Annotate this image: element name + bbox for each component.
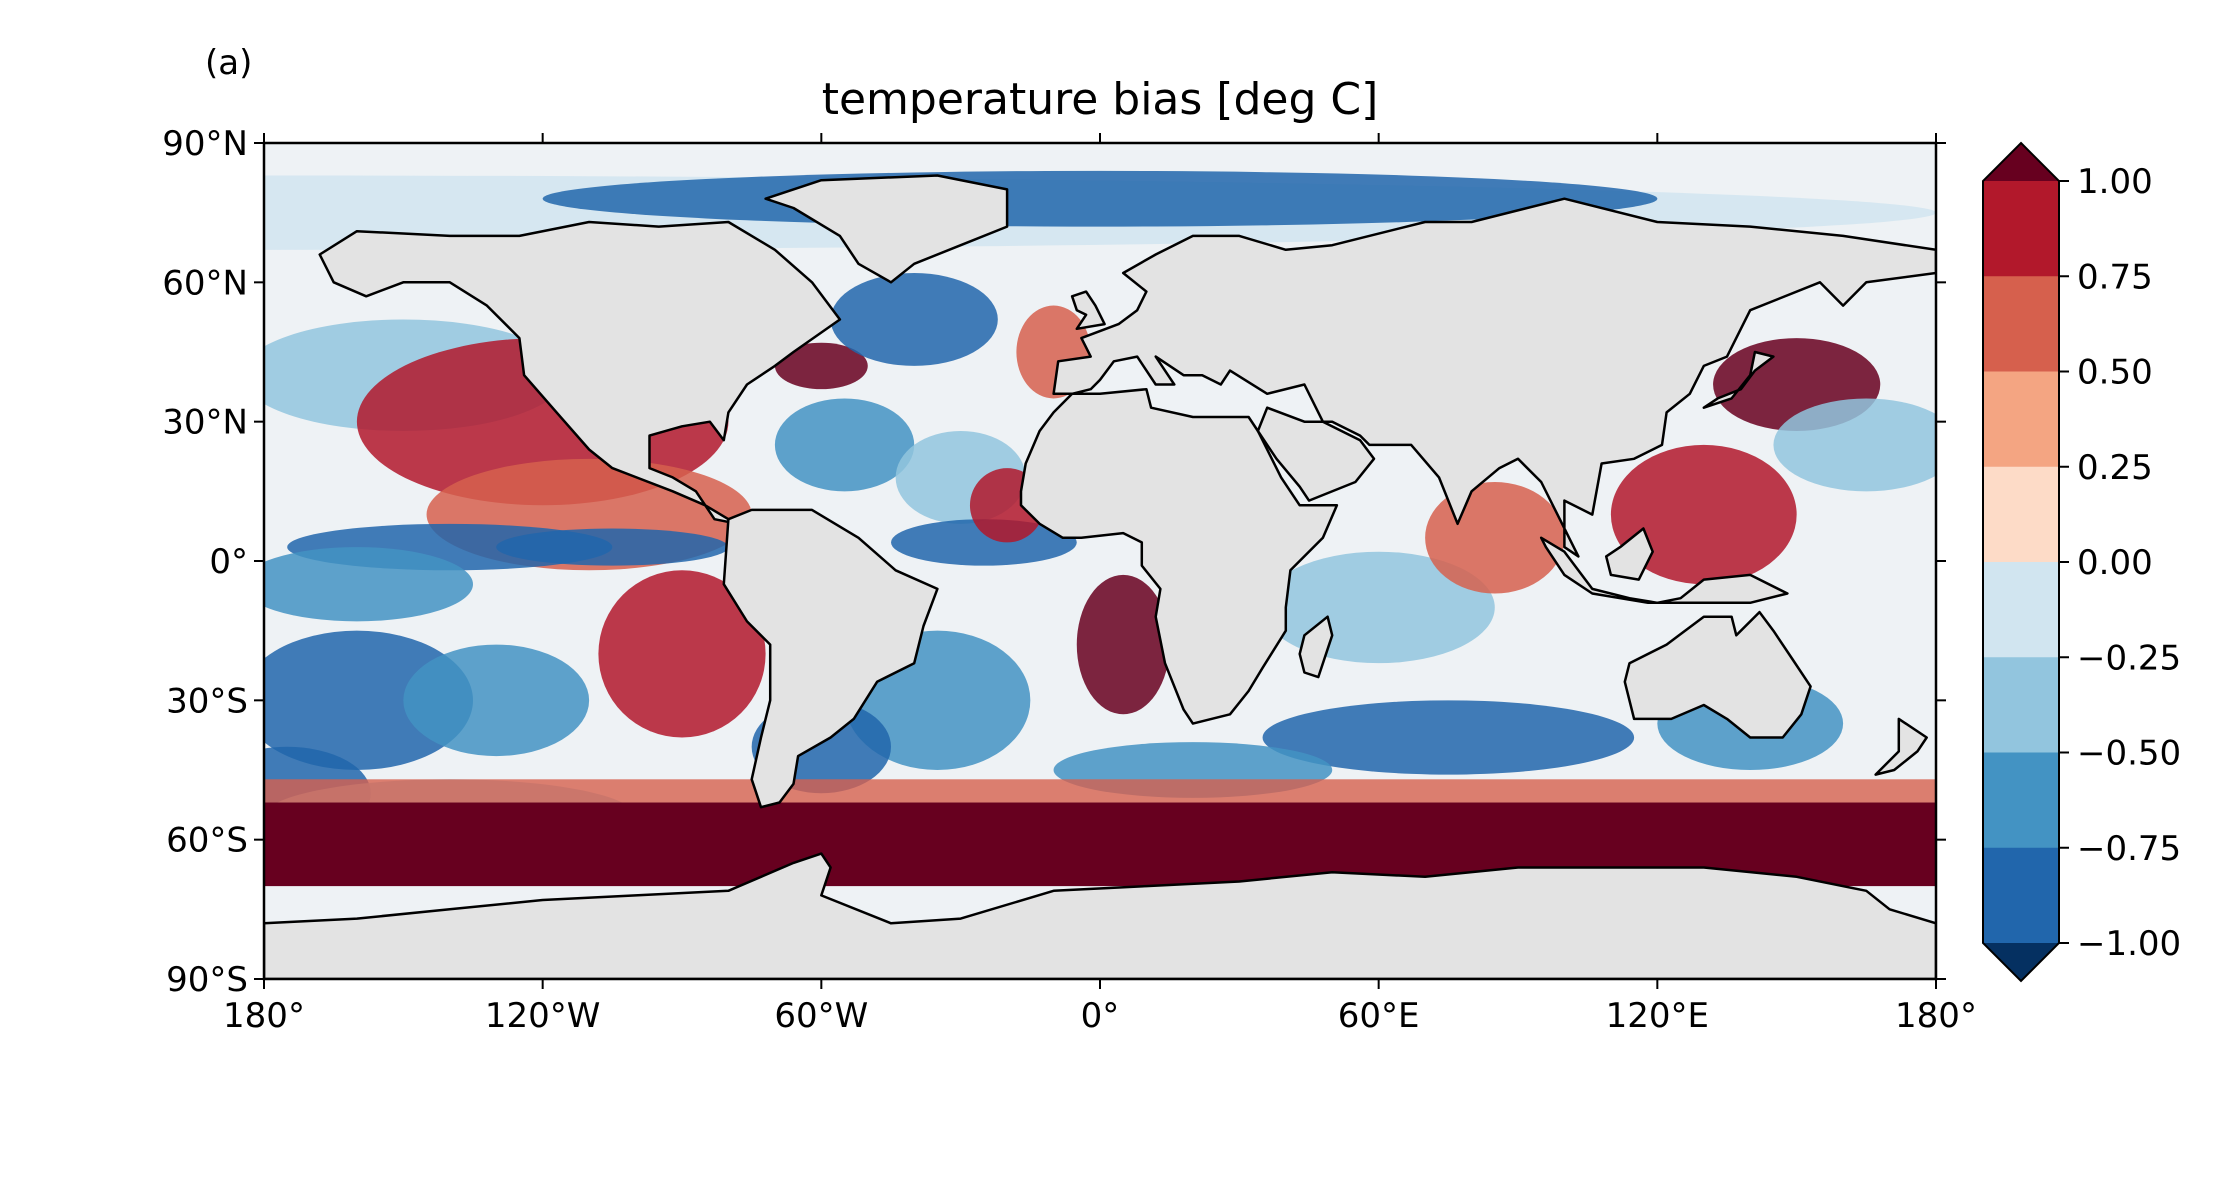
bias-region [774,398,915,492]
land-new-zealand [1874,717,1928,776]
land-arabia [1256,406,1376,502]
bias-region [774,342,868,390]
colorbar-tick-label: 1.00 [2077,162,2153,202]
lat-tick-label: 90°S [166,960,248,1000]
land-japan [1702,350,1775,409]
lat-tick-label: 0° [209,542,248,582]
bias-region [496,528,729,566]
bias-region [264,630,473,770]
colorbar-tick-label: 0.00 [2077,543,2153,583]
bias-region [1262,700,1635,775]
colorbar-bin [1983,847,2059,944]
panel-label: (a) [205,43,252,83]
lon-tick-label: 120°E [1606,996,1709,1036]
land-madagascar [1298,615,1334,679]
colorbar-bin [1983,657,2059,753]
colorbar-tick-label: −0.75 [2077,829,2181,869]
lon-tick-label: 60°W [774,996,868,1036]
colorbar: 1.00 0.75 0.50 0.25 0.00 −0.25 −0.50 −0.75 −1.00 [1982,141,2181,983]
southern-ocean-band-edge [264,779,1936,803]
lat-tick-label: 60°N [162,263,248,303]
colorbar-extend-max [1983,143,2059,181]
land-north-america [318,220,842,526]
land-eurasia [1052,197,1936,558]
land-australia [1623,610,1812,739]
colorbar-bin [1983,276,2059,372]
longitude-axis: 180° 120°W 60°W 0° 60°E 120°E 180° [223,133,1977,1036]
colorbar-bin [1983,466,2059,563]
bias-region [1610,444,1797,585]
lat-tick-label: 30°S [166,681,248,721]
land-mask [264,174,1936,979]
bias-region [403,644,590,757]
land-greenland [764,174,1009,284]
lon-tick-label: 60°E [1338,996,1420,1036]
land-indonesia [1539,536,1789,605]
lon-tick-label: 0° [1081,996,1120,1036]
bias-region [264,547,473,622]
bias-region [830,273,998,366]
land-uk [1070,290,1106,331]
bias-region [1773,398,1936,492]
lat-tick-label: 60°S [166,821,248,861]
colorbar-tick-label: 0.50 [2077,353,2153,393]
colorbar-bin [1983,371,2059,468]
bias-region [598,570,766,738]
colorbar-tick-label: −0.25 [2077,638,2181,678]
land-antarctica [264,852,1936,979]
bias-region [1076,574,1170,715]
colorbar-tick-label: 0.75 [2077,257,2153,297]
lon-tick-label: 180° [1895,996,1977,1036]
colorbar-bin [1983,562,2059,658]
colorbar-bin [1983,752,2059,849]
land-borneo [1604,527,1654,581]
colorbar-bin [1983,181,2059,277]
lon-tick-label: 180° [223,996,305,1036]
lat-tick-label: 30°N [162,403,248,443]
lat-tick-label: 90°N [162,124,248,164]
land-south-america [722,508,939,809]
lon-tick-label: 120°W [485,996,601,1036]
map-area [264,143,1936,979]
land-africa [1019,387,1339,725]
chart-title: temperature bias [deg C] [822,74,1379,125]
colorbar-extend-min [1983,943,2059,981]
colorbar-tick-label: −0.50 [2077,734,2181,774]
latitude-axis: 90°N 60°N 30°N 0° 30°S 60°S 90°S [162,124,1946,1000]
colorbar-tick-label: 0.25 [2077,448,2153,488]
colorbar-tick-label: −1.00 [2077,924,2181,964]
